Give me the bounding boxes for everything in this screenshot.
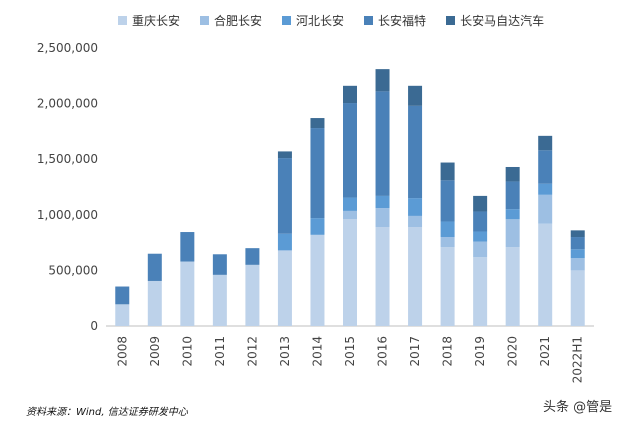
legend-label: 河北长安 xyxy=(296,14,345,28)
legend-label: 合肥长安 xyxy=(214,14,263,28)
bar-segment-2013-s2 xyxy=(277,233,292,251)
bar-segment-2008-s0 xyxy=(115,304,130,326)
legend-swatch xyxy=(200,16,210,25)
bar-segment-2017-s1 xyxy=(408,215,423,228)
bar-segment-2015-s0 xyxy=(343,219,357,326)
bar-segment-2015-s2 xyxy=(343,197,357,211)
bar-segment-2018-s1 xyxy=(440,237,455,248)
bar-segment-2016-s0 xyxy=(375,227,390,326)
bar-segment-2014-s2 xyxy=(310,218,325,235)
watermark: 头条 @管是 xyxy=(543,400,613,415)
source-note: 资料来源：Wind, 信达证券研发中心 xyxy=(26,407,188,418)
legend-swatch xyxy=(118,16,127,25)
legend-swatch xyxy=(364,16,374,25)
bar-segment-2016-s4 xyxy=(375,69,390,92)
bar-segment-2014-s0 xyxy=(310,234,325,326)
bar-segment-2010-s3 xyxy=(180,232,195,262)
bar-segment-2010-s0 xyxy=(180,261,195,326)
bar-segment-2013-s4 xyxy=(277,151,292,159)
bar-segment-2021-s2 xyxy=(538,183,553,195)
bar-segment-2019-s2 xyxy=(473,231,488,242)
bar-segment-2018-s0 xyxy=(440,247,455,326)
bar-segment-2022H1-s2 xyxy=(570,249,585,259)
bar-segment-2009-s0 xyxy=(147,280,162,326)
legend-item: 长安福特 xyxy=(364,12,426,29)
x-tick-label: 2012 xyxy=(245,336,259,367)
bar-segment-2012-s0 xyxy=(245,264,260,326)
bar-segment-2016-s3 xyxy=(375,91,390,196)
bar-segment-2014-s3 xyxy=(310,128,325,219)
x-tick-label: 2013 xyxy=(278,336,292,367)
bar-segment-2017-s2 xyxy=(408,198,423,216)
x-tick-label: 2008 xyxy=(115,336,129,367)
y-tick-label: 0 xyxy=(90,319,98,333)
x-tick-label: 2009 xyxy=(148,336,162,367)
legend-swatch xyxy=(282,16,292,25)
bar-segment-2015-s4 xyxy=(343,85,357,104)
x-tick-label: 2018 xyxy=(441,336,455,367)
bar-segment-2020-s2 xyxy=(505,209,520,220)
x-tick-label: 2020 xyxy=(506,336,520,367)
x-tick-label: 2010 xyxy=(180,336,194,367)
bar-segment-2012-s3 xyxy=(245,248,260,265)
bar-segment-2017-s0 xyxy=(408,227,423,326)
y-tick-label: 500,000 xyxy=(48,263,98,277)
legend-item: 长安马自达汽车 xyxy=(446,12,544,29)
y-tick-label: 1,500,000 xyxy=(37,152,98,166)
legend-label: 重庆长安 xyxy=(132,14,181,28)
bar-segment-2008-s3 xyxy=(115,286,130,305)
legend-item: 河北长安 xyxy=(282,12,344,29)
legend-label: 长安马自达汽车 xyxy=(460,14,545,28)
bar-segment-2018-s3 xyxy=(440,180,455,222)
bar-segment-2019-s0 xyxy=(473,257,488,326)
x-tick-label: 2017 xyxy=(408,336,422,367)
x-tick-label: 2014 xyxy=(310,336,324,367)
x-tick-label: 2016 xyxy=(376,336,390,367)
bar-segment-2011-s0 xyxy=(212,274,227,326)
y-tick-label: 2,000,000 xyxy=(37,97,98,111)
bar-segment-2019-s4 xyxy=(473,195,488,212)
y-tick-label: 2,500,000 xyxy=(37,41,98,55)
bar-segment-2017-s4 xyxy=(408,85,423,106)
x-tick-label: 2021 xyxy=(538,336,552,367)
bar-segment-2017-s3 xyxy=(408,105,423,199)
bar-segment-2022H1-s0 xyxy=(570,270,585,326)
bar-segment-2021-s4 xyxy=(538,135,553,151)
bar-segment-2009-s3 xyxy=(147,253,162,281)
bar-segment-2020-s0 xyxy=(505,247,520,326)
x-tick-label: 2015 xyxy=(343,336,357,367)
bar-segment-2016-s1 xyxy=(375,208,390,228)
bar-segment-2019-s1 xyxy=(473,241,488,258)
bar-segment-2022H1-s4 xyxy=(570,230,585,238)
bar-segment-2013-s3 xyxy=(277,158,292,234)
bar-segment-2020-s1 xyxy=(505,219,520,248)
bar-segment-2020-s3 xyxy=(505,181,520,210)
bar-segment-2021-s3 xyxy=(538,150,553,184)
legend-item: 合肥长安 xyxy=(200,12,262,29)
bar-segment-2015-s1 xyxy=(343,210,357,220)
x-tick-label: 2022H1 xyxy=(571,336,585,383)
bar-segment-2011-s3 xyxy=(212,254,227,275)
bar-segment-2022H1-s3 xyxy=(570,237,585,250)
bar-segment-2020-s4 xyxy=(505,166,520,182)
bar-segment-2015-s3 xyxy=(343,103,357,198)
legend-label: 长安福特 xyxy=(378,14,427,28)
bar-segment-2016-s2 xyxy=(375,195,390,209)
x-tick-label: 2019 xyxy=(473,336,487,367)
bar-segment-2021-s0 xyxy=(538,223,553,326)
bar-segment-2022H1-s1 xyxy=(570,258,585,271)
bar-segment-2013-s0 xyxy=(277,250,292,326)
bar-segment-2019-s3 xyxy=(473,211,488,232)
bar-segment-2014-s4 xyxy=(310,118,325,129)
bar-segment-2018-s4 xyxy=(440,162,455,181)
legend-swatch xyxy=(446,16,456,25)
bar-segment-2021-s1 xyxy=(538,194,553,224)
bar-segment-2018-s2 xyxy=(440,221,455,238)
legend-item: 重庆长安 xyxy=(118,12,180,29)
chart-legend: 重庆长安 合肥长安 河北长安 长安福特 长安马自达汽车 xyxy=(118,12,544,29)
x-tick-label: 2011 xyxy=(213,336,227,367)
y-tick-label: 1,000,000 xyxy=(37,208,98,222)
